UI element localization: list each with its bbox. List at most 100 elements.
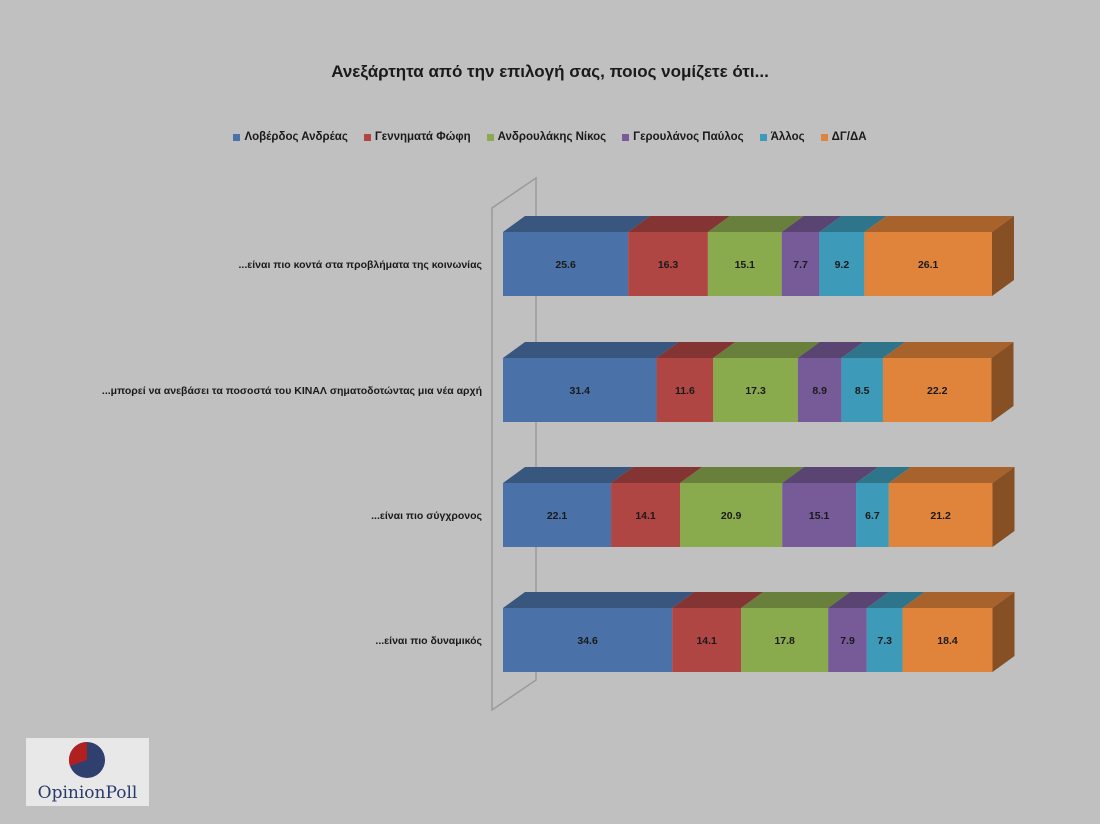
data-label: 22.2 <box>927 385 948 397</box>
bar-front-face <box>819 232 865 296</box>
bar-front-face <box>672 608 742 672</box>
bar-front-face <box>797 358 842 422</box>
bar-segment: 26.1 <box>864 216 1014 296</box>
bar-segment: 25.6 <box>503 216 651 296</box>
bar-segment: 9.2 <box>819 216 887 296</box>
bar-top-face <box>819 216 887 232</box>
bar-top-face <box>882 342 1014 358</box>
bar-top-face <box>707 216 804 232</box>
bar-front-face <box>503 483 612 547</box>
legend-label: Ανδρουλάκης Νίκος <box>497 131 607 143</box>
bar-top-face <box>628 216 730 232</box>
bar-segment: 11.6 <box>656 342 736 422</box>
legend-item: Γεννηματά Φώφη <box>363 131 471 143</box>
logo-circle-icon <box>68 742 105 778</box>
bar-front-face <box>888 483 993 547</box>
data-label: 26.1 <box>918 259 939 271</box>
bar-segment: 14.1 <box>672 592 764 672</box>
bar-segment: 17.3 <box>713 342 820 422</box>
bar-front-face <box>866 608 903 672</box>
bar-top-face <box>902 592 1015 608</box>
legend-label: Λοβέρδος Ανδρέας <box>244 131 348 143</box>
category-label: ...είναι πιο δυναμικός <box>375 635 482 647</box>
bar-segment: 22.2 <box>882 342 1014 422</box>
bar-front-face <box>503 608 673 672</box>
bar-front-face <box>707 232 782 296</box>
data-label: 14.1 <box>696 635 717 647</box>
bar-segment: 7.7 <box>781 216 842 296</box>
data-label: 7.9 <box>840 635 855 647</box>
bar-front-face <box>841 358 883 422</box>
bar-segment: 14.1 <box>611 467 703 547</box>
data-label: 15.1 <box>735 259 756 271</box>
bar-front-face <box>902 608 993 672</box>
bar-top-face <box>503 467 634 483</box>
data-label: 22.1 <box>547 510 568 522</box>
chart-legend: Λοβέρδος Ανδρέας Γεννηματά Φώφη Ανδρουλάκη… <box>0 131 1100 143</box>
bar-side-face <box>992 592 1015 672</box>
data-label: 7.3 <box>877 635 892 647</box>
bar-segment: 15.1 <box>782 467 879 547</box>
logo-text: OpinionPoll <box>37 783 138 803</box>
legend-swatch <box>486 133 494 141</box>
bar-side-face <box>992 216 1014 296</box>
legend-swatch <box>820 133 828 141</box>
data-label: 31.4 <box>570 385 591 397</box>
bar-segment: 6.7 <box>856 467 911 547</box>
data-label: 17.8 <box>774 635 795 647</box>
data-label: 25.6 <box>555 259 576 271</box>
bar-front-face <box>628 232 708 296</box>
legend-item: Λοβέρδος Ανδρέας <box>233 131 348 143</box>
bar-segment: 31.4 <box>503 342 679 422</box>
bar-segment: 8.9 <box>797 342 864 422</box>
bar-top-face <box>611 467 703 483</box>
data-label: 21.2 <box>930 510 951 522</box>
category-label: ...είναι πιο σύγχρονος <box>371 510 482 522</box>
legend-label: Άλλος <box>770 131 805 143</box>
legend-item: Άλλος <box>759 131 805 143</box>
axis-wall <box>491 176 537 712</box>
legend-item: ΔΓ/ΔΑ <box>820 131 867 143</box>
bar-segment: 17.8 <box>741 592 851 672</box>
bar-segment: 7.9 <box>828 592 889 672</box>
data-label: 8.9 <box>812 385 827 397</box>
bar-front-face <box>680 483 783 547</box>
bar-top-face <box>797 342 864 358</box>
bar-segment: 18.4 <box>902 592 1015 672</box>
bar-segment: 21.2 <box>888 467 1015 547</box>
opinionpoll-logo: OpinionPoll <box>26 738 149 806</box>
data-label: 8.5 <box>855 385 870 397</box>
bar-top-face <box>781 216 842 232</box>
bar-segment: 7.3 <box>866 592 925 672</box>
data-label: 15.1 <box>809 510 830 522</box>
data-label: 9.2 <box>835 259 850 271</box>
bar-top-face <box>841 342 905 358</box>
bar-top-face <box>680 467 805 483</box>
data-label: 17.3 <box>745 385 766 397</box>
bar-top-face <box>864 216 1014 232</box>
bar-front-face <box>656 358 714 422</box>
bar-segment: 16.3 <box>628 216 730 296</box>
legend-swatch <box>622 133 630 141</box>
legend-label: Γεννηματά Φώφη <box>374 131 471 143</box>
bar-front-face <box>882 358 992 422</box>
bar-segment: 34.6 <box>503 592 695 672</box>
bar-side-face <box>992 467 1015 547</box>
category-label: ...μπορεί να ανεβάσει τα ποσοστά του ΚΙΝ… <box>102 385 482 397</box>
data-label: 14.1 <box>635 510 656 522</box>
legend-label: ΔΓ/ΔΑ <box>831 131 867 143</box>
bar-top-face <box>741 592 851 608</box>
bar-top-face <box>782 467 879 483</box>
bar-front-face <box>741 608 829 672</box>
bar-front-face <box>864 232 992 296</box>
bar-front-face <box>828 608 867 672</box>
bar-segment: 8.5 <box>841 342 905 422</box>
category-label: ...είναι πιο κοντά στα προβλήματα της κο… <box>239 259 483 271</box>
data-label: 16.3 <box>658 259 679 271</box>
bar-front-face <box>781 232 820 296</box>
legend-swatch <box>233 133 241 141</box>
bar-side-face <box>991 342 1014 422</box>
data-label: 18.4 <box>937 635 958 647</box>
bar-top-face <box>888 467 1015 483</box>
